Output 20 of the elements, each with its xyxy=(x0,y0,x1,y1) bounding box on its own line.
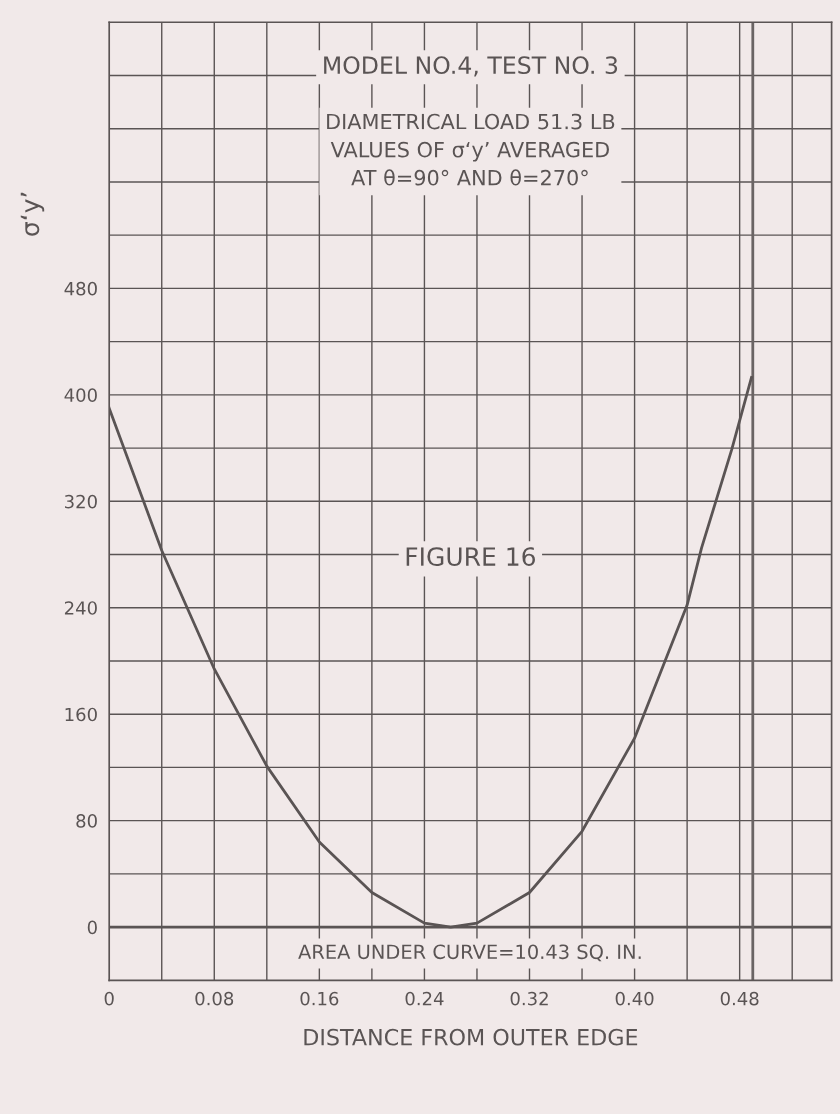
y-tick-label: 400 xyxy=(64,388,97,402)
y-tick-label: 80 xyxy=(76,814,97,828)
y-tick-label: 320 xyxy=(65,494,97,509)
x-tick-label: 0.48 xyxy=(720,991,759,1006)
x-axis-title: DISTANCE FROM OUTER EDGE xyxy=(304,1028,638,1046)
y-tick-label: 240 xyxy=(64,601,97,615)
y-axis-title: σ‘y’ xyxy=(20,192,45,236)
x-tick-label: 0.24 xyxy=(405,991,444,1006)
y-tick-label: 480 xyxy=(64,281,97,296)
y-tick-label: 160 xyxy=(65,707,97,722)
x-tick-label: 0.08 xyxy=(195,991,234,1006)
annotation: FIGURE 16 xyxy=(406,547,535,567)
text: DIAMETRICAL LOAD 51.3 LB VALUES OF σ‘y’ AVERAGED AT θ=90° AND θ=270° xyxy=(327,113,615,186)
text: MODEL NO.4, TEST NO. 3 xyxy=(324,56,618,77)
x-tick-label: 0.40 xyxy=(615,991,654,1006)
x-tick-label: 0.16 xyxy=(300,991,339,1006)
annotation: AREA UNDER CURVE=10.43 SQ. IN. xyxy=(298,944,641,962)
x-tick-label: 0.32 xyxy=(510,991,548,1006)
y-tick-label: 0 xyxy=(87,920,97,935)
x-tick-label: 0 xyxy=(104,991,114,1006)
